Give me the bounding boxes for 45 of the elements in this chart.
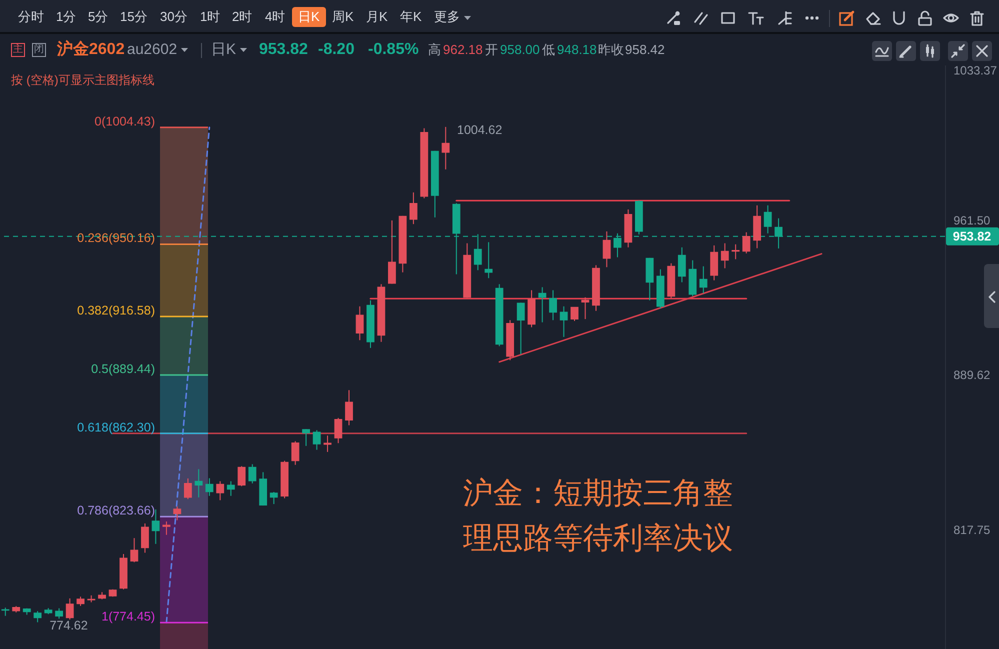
ref-line-label: 953.82 bbox=[952, 229, 992, 244]
chart-title: 沪金2602 bbox=[57, 41, 125, 58]
text: 962.18 bbox=[443, 42, 483, 57]
text: 年K bbox=[400, 9, 422, 24]
annotation: 按 (空格)可显示主图指标线 bbox=[11, 73, 154, 87]
y-tick-label: 817.75 bbox=[954, 522, 991, 537]
text: 30分 bbox=[160, 9, 188, 24]
text: 月K bbox=[366, 9, 388, 24]
text: 948.18 bbox=[557, 42, 597, 57]
y-tick-label: 889.62 bbox=[954, 368, 991, 382]
text: -8.20 bbox=[318, 41, 354, 58]
annotation: 1004.62 bbox=[457, 123, 502, 137]
ref-line-label: 0.5(889.44) bbox=[91, 362, 156, 376]
text: 开 bbox=[485, 42, 498, 57]
text: 15分 bbox=[120, 9, 148, 24]
ref-line-label: 0.618(862.30) bbox=[77, 420, 156, 434]
annotation: 774.62 bbox=[50, 618, 88, 632]
ref-line-label: 1(774.45) bbox=[101, 610, 156, 624]
text: -0.85% bbox=[368, 41, 419, 58]
ref-line-label: 0(1004.43) bbox=[94, 114, 156, 128]
text: 4时 bbox=[265, 9, 286, 24]
text: 958.42 bbox=[625, 42, 665, 57]
text: 958.00 bbox=[500, 42, 540, 57]
text: 昨收 bbox=[598, 42, 624, 57]
text: 日K bbox=[298, 9, 320, 24]
text: 低 bbox=[542, 42, 555, 57]
y-tick-label: 1033.37 bbox=[954, 64, 998, 78]
text: 2时 bbox=[232, 9, 252, 24]
text: 5分 bbox=[88, 9, 108, 24]
text: 闭 bbox=[34, 44, 44, 55]
text: 953.82 bbox=[259, 41, 308, 58]
annotation: 沪金：短期按三角整理思路等待利率决议 bbox=[463, 476, 734, 557]
text: 高 bbox=[428, 42, 441, 57]
text: 1时 bbox=[200, 9, 220, 24]
ref-line-label: 0.786(823.66) bbox=[77, 504, 156, 518]
ref-line-label: 0.236(950.16) bbox=[77, 231, 156, 246]
text: 更多 bbox=[434, 9, 460, 24]
text: au2602 bbox=[127, 41, 178, 58]
y-tick-label: 961.50 bbox=[954, 213, 991, 228]
text: 1分 bbox=[56, 9, 76, 24]
text: 分时 bbox=[18, 9, 44, 24]
text: 主 bbox=[13, 44, 23, 55]
ref-line-label: 0.382(916.58) bbox=[77, 304, 156, 318]
text: 周K bbox=[332, 9, 354, 24]
text: 日K bbox=[211, 41, 236, 58]
